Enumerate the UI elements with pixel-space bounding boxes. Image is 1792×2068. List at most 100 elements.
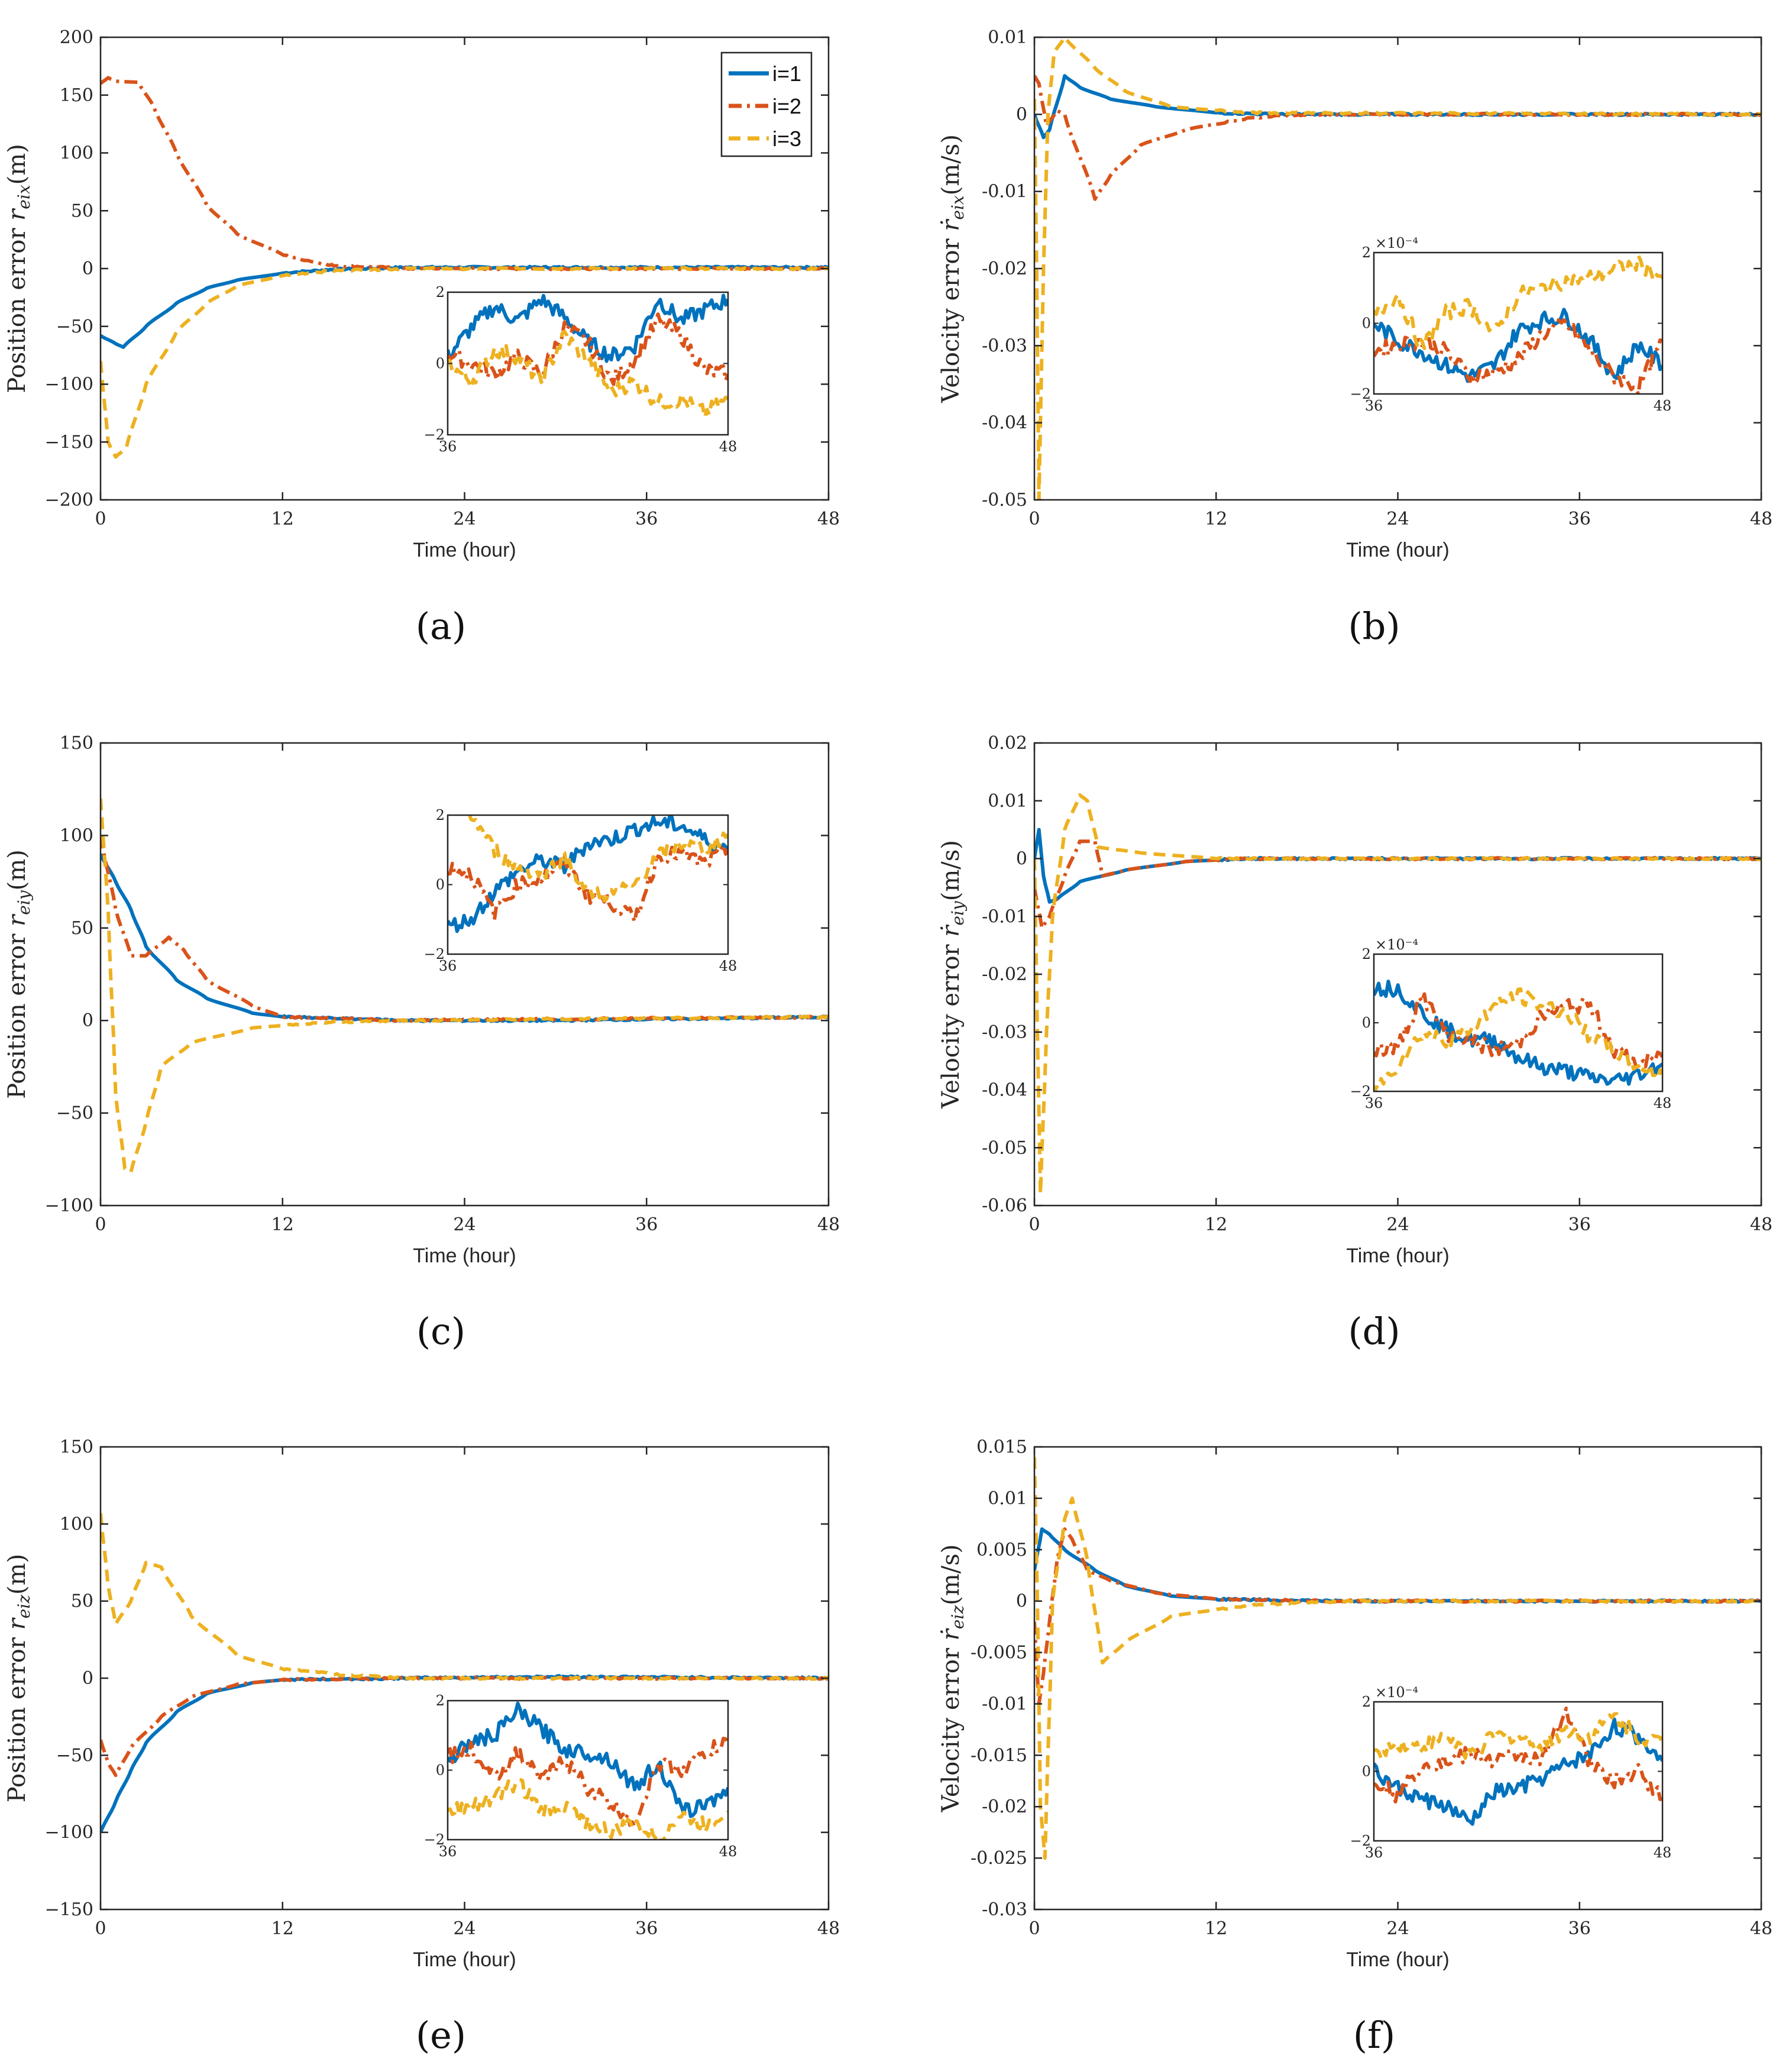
y-tick-label: −150 <box>45 1899 93 1920</box>
inset-series-line-i1 <box>448 815 728 933</box>
inset-y-tick-label: −2 <box>424 1831 445 1848</box>
inset: 2 0 −236 48 ×10⁻⁴ <box>1350 936 1672 1111</box>
inset: 2 0 −236 48 <box>424 284 737 455</box>
x-tick-label: 12 <box>271 1214 294 1235</box>
inset-y-tick-label: 2 <box>436 1692 445 1709</box>
y-label-sub: eiz <box>948 1605 968 1630</box>
y-label-unit: (m/s) <box>937 840 965 901</box>
x-tick-label: 24 <box>1386 1214 1409 1235</box>
inset-y-tick-label: 2 <box>436 284 445 300</box>
x-axis-label: Time (hour) <box>1346 539 1449 561</box>
y-tick-label: 0.015 <box>976 1437 1027 1458</box>
x-tick-label: 36 <box>1568 509 1591 529</box>
axes-box <box>99 742 830 1207</box>
y-label-prefix: Position error <box>4 1630 31 1802</box>
inset-series-group <box>1374 254 1662 394</box>
inset-background <box>1374 253 1662 394</box>
series-group <box>1034 37 1761 500</box>
series-line-i3 <box>101 266 829 459</box>
inset: 2 0 −236 48 ×10⁻⁴ <box>1350 235 1672 414</box>
x-tick-label: 36 <box>635 1214 658 1235</box>
y-tick-label: −50 <box>56 316 93 337</box>
x-tick-label: 48 <box>1750 1214 1772 1235</box>
series-group <box>101 76 829 459</box>
y-tick-label: -0.01 <box>982 1694 1027 1714</box>
x-tick-label: 24 <box>453 1918 476 1939</box>
inset: 2 0 −236 48 ×10⁻⁴ <box>1350 1684 1672 1861</box>
y-tick-label: -0.015 <box>971 1745 1027 1766</box>
inset-y-tick-label: −2 <box>1350 386 1371 402</box>
x-tick-label: 12 <box>1205 1918 1227 1939</box>
y-tick-label: 0.01 <box>988 791 1027 812</box>
series-line-i3 <box>101 1513 829 1681</box>
y-tick-label: −150 <box>45 432 93 453</box>
series-line-i2 <box>1034 1527 1761 1706</box>
inset-series-group <box>448 815 728 933</box>
y-tick-label: -0.01 <box>982 906 1027 927</box>
y-tick-label: 0 <box>82 1668 93 1689</box>
y-tick-label: 0 <box>1016 849 1027 870</box>
y-label-var: ṙ <box>937 924 965 937</box>
y-label-prefix: Velocity error <box>937 231 965 403</box>
panel-label: (b) <box>1348 605 1400 648</box>
x-tick-label: 24 <box>1386 1918 1409 1939</box>
series-line-i3 <box>1034 37 1761 500</box>
series-line-i3 <box>1034 793 1761 1196</box>
series-group <box>101 1513 829 1833</box>
y-tick-label: -0.03 <box>982 1899 1027 1920</box>
inset-background <box>1374 954 1662 1091</box>
inset-x-tick-label: 48 <box>1654 1844 1672 1861</box>
legend: i=1 i=2 i=3 <box>720 51 813 157</box>
legend-label: i=2 <box>772 94 801 118</box>
x-tick-label: 0 <box>1028 1214 1040 1235</box>
series-group <box>1034 793 1761 1196</box>
y-label-var: ṙ <box>937 218 965 231</box>
x-tick-label: 12 <box>1205 509 1227 529</box>
inset-y-tick-label: 0 <box>1362 1763 1371 1780</box>
legend-label: i=3 <box>772 127 801 151</box>
series-line-i2 <box>1034 75 1761 201</box>
y-tick-label: -0.06 <box>982 1195 1027 1216</box>
y-tick-label: −50 <box>56 1745 93 1766</box>
y-tick-label: −100 <box>45 374 93 395</box>
y-tick-label: 0 <box>82 258 93 279</box>
x-tick-label: 48 <box>1750 509 1772 529</box>
y-tick-label: -0.03 <box>982 1022 1027 1043</box>
y-tick-label: 0.01 <box>988 27 1027 48</box>
series-line-i2 <box>101 76 829 272</box>
y-tick-label: 150 <box>60 1437 93 1458</box>
y-label-unit: (m/s) <box>937 134 965 195</box>
panel-label: (a) <box>416 605 466 648</box>
inset-y-tick-label: −2 <box>424 426 445 443</box>
y-label-unit: (m/s) <box>937 1544 965 1605</box>
x-tick-label: 48 <box>817 1918 840 1939</box>
y-axis-label: Position error reiy(m) <box>4 849 34 1099</box>
y-label-unit: (m) <box>4 849 31 890</box>
inset-series-line-i2 <box>1374 992 1662 1069</box>
y-tick-label: 150 <box>60 85 93 106</box>
y-axis-label: Velocity error ṙeiz(m/s) <box>937 1544 968 1813</box>
inset-y-tick-label: 0 <box>436 356 445 372</box>
inset-exponent-label: ×10⁻⁴ <box>1375 235 1418 251</box>
y-label-var: r <box>4 208 31 221</box>
y-tick-label: 150 <box>60 733 93 754</box>
y-tick-label: 0 <box>1016 104 1027 125</box>
y-tick-label: -0.02 <box>982 1796 1027 1817</box>
y-tick-label: 0.02 <box>988 733 1027 754</box>
inset: 2 0 −236 48 <box>424 807 737 974</box>
x-tick-label: 12 <box>1205 1214 1227 1235</box>
panel-c: 0 12 24 36 48 150 100 50 0 −50 −100 Time (hour) Posi… <box>4 733 840 1353</box>
y-label-unit: (m) <box>4 1554 31 1595</box>
y-label-var: r <box>4 1617 31 1630</box>
inset-y-tick-label: 2 <box>1362 1694 1371 1710</box>
y-tick-label: 0.005 <box>976 1540 1027 1560</box>
inset-series-line-i2 <box>448 312 728 386</box>
series-group <box>101 798 829 1174</box>
inset-series-group <box>1374 1707 1662 1826</box>
inset-exponent-label: ×10⁻⁴ <box>1375 1684 1418 1701</box>
y-axis-label: Velocity error ṙeiy(m/s) <box>937 840 968 1109</box>
y-tick-label: -0.04 <box>982 1080 1027 1101</box>
x-tick-label: 0 <box>95 1214 106 1235</box>
inset-background <box>448 815 728 954</box>
x-tick-label: 0 <box>95 1918 106 1939</box>
